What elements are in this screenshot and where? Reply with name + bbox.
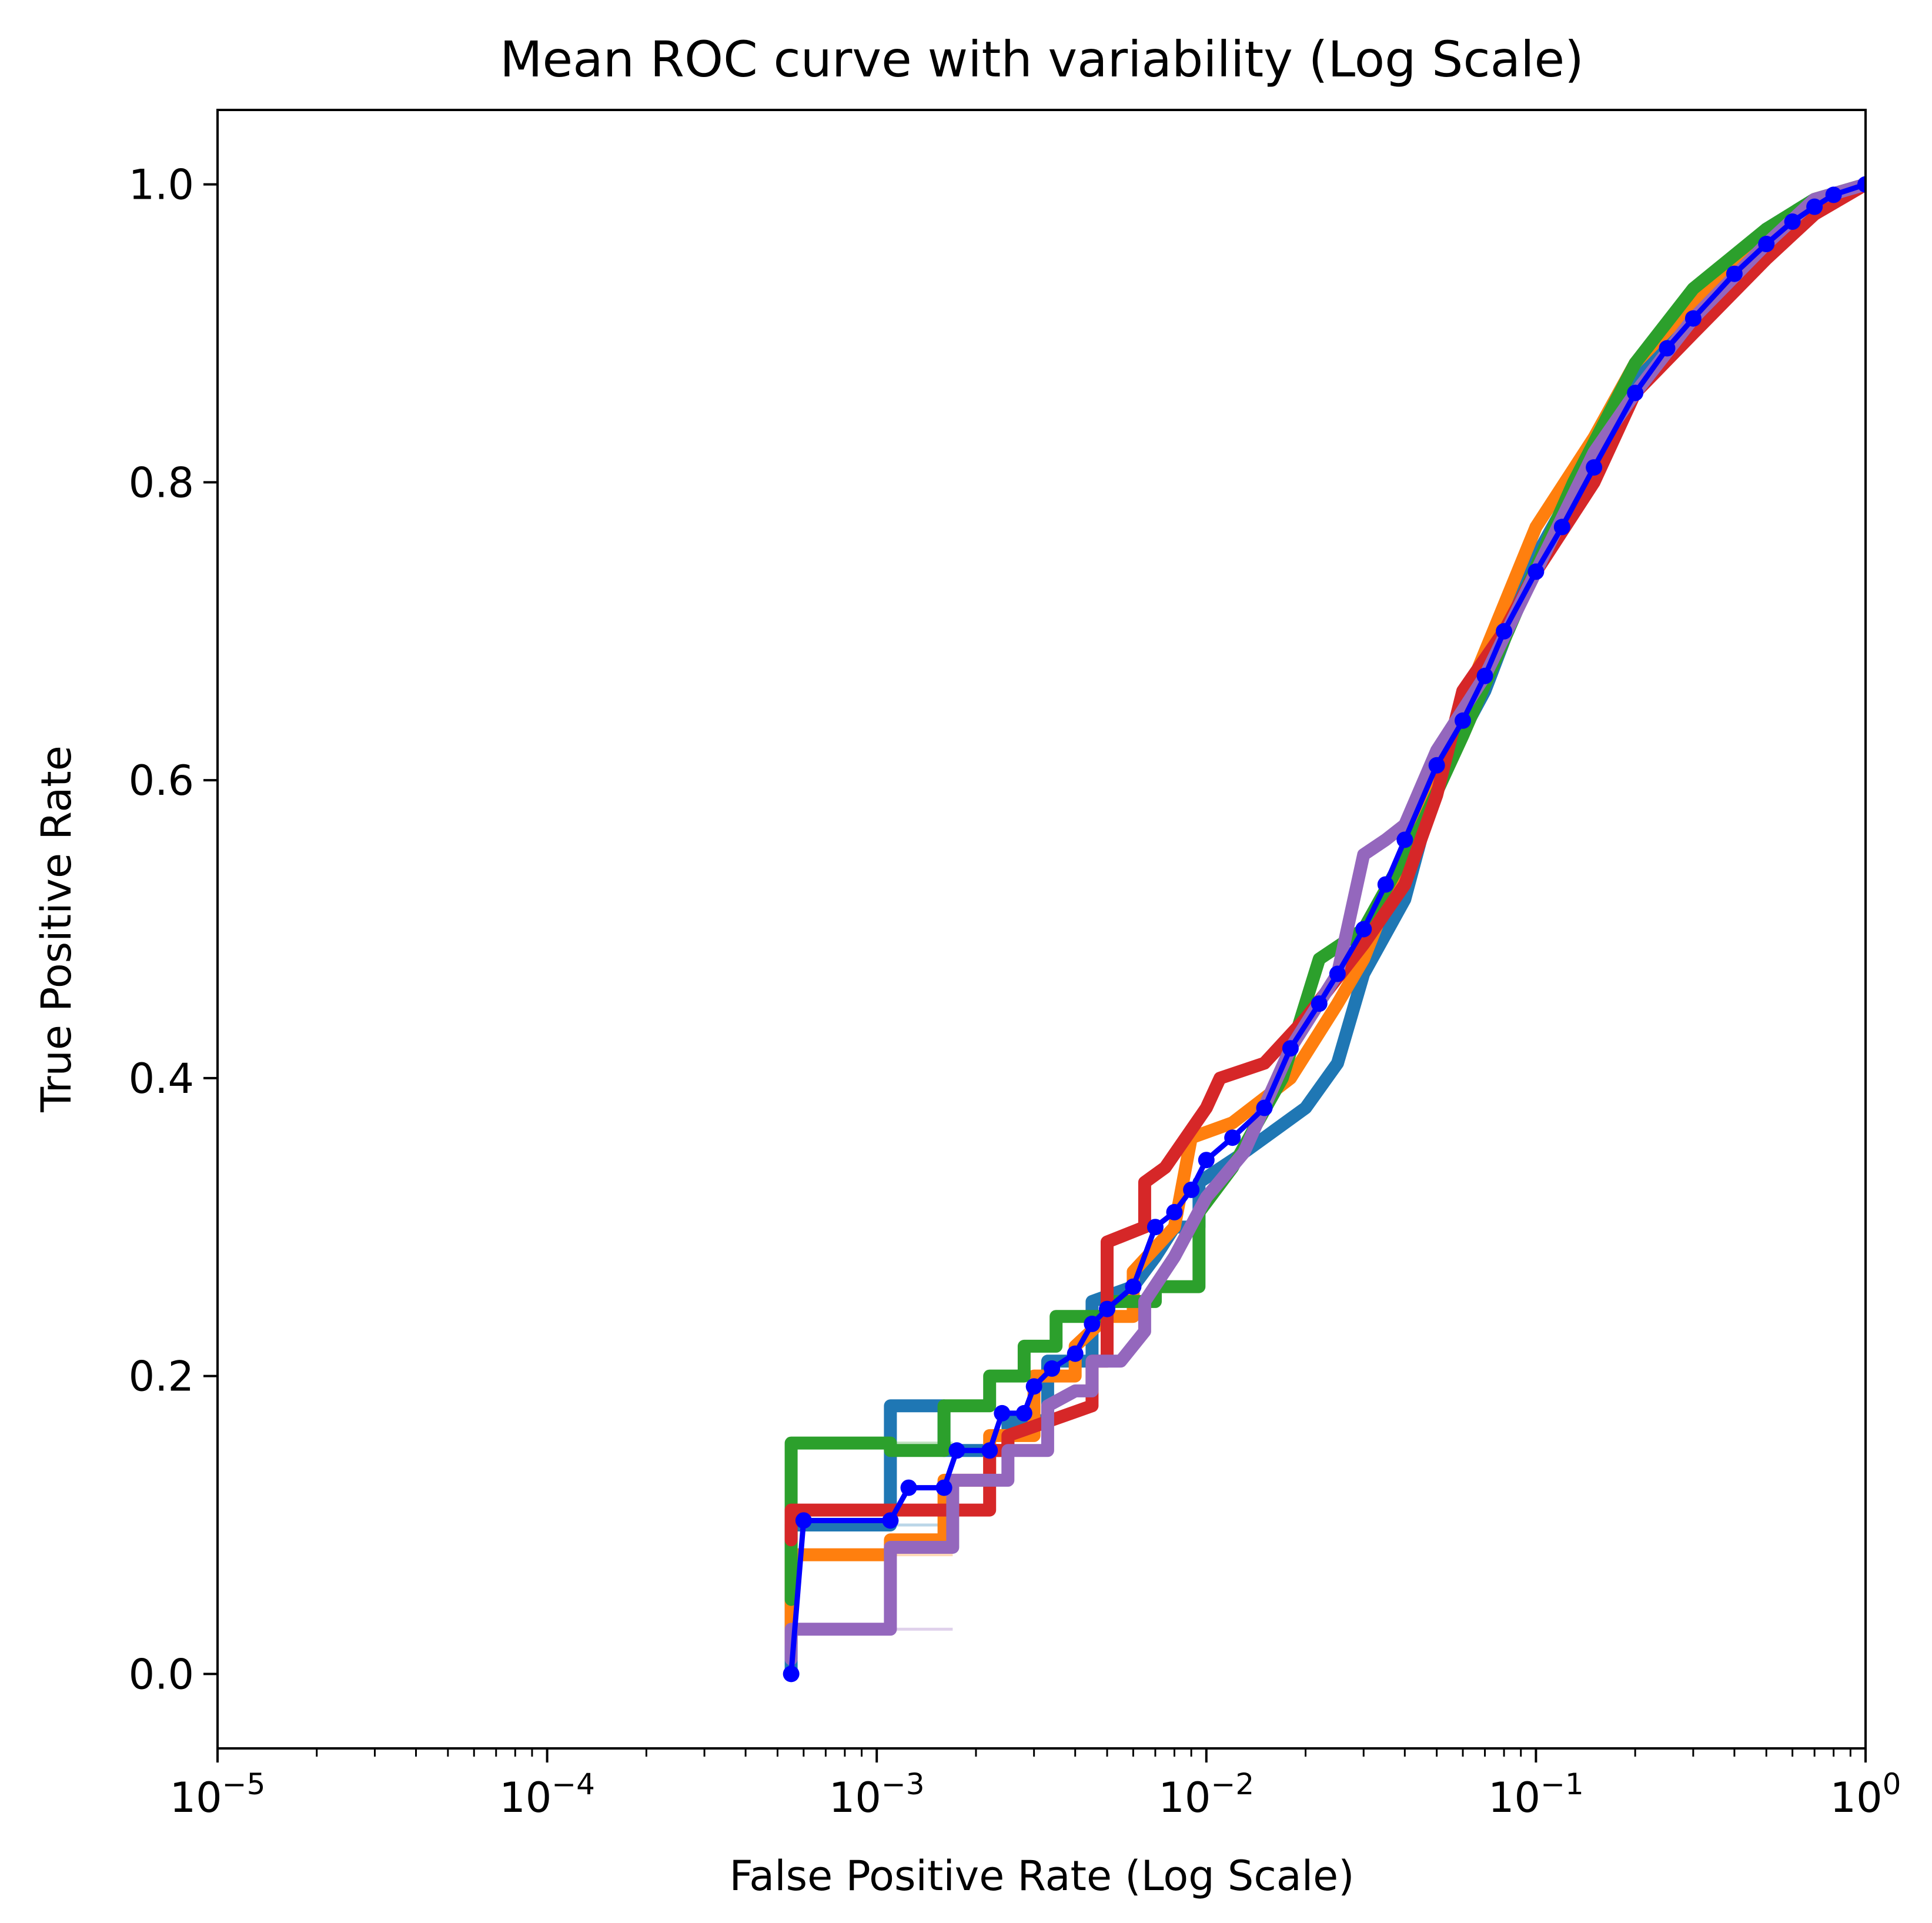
mean-roc-point <box>1099 1300 1116 1317</box>
mean-roc-point <box>1806 198 1823 215</box>
mean-roc-point <box>935 1479 952 1496</box>
x-tick-label: 10−1 <box>1488 1767 1584 1822</box>
y-axis: 0.0 0.2 0.4 0.6 0.8 1.0 <box>129 161 218 1698</box>
mean-roc-point <box>1147 1219 1164 1236</box>
mean-roc-point <box>1684 310 1702 327</box>
mean-roc-point <box>1015 1404 1032 1422</box>
mean-roc-point <box>948 1442 965 1459</box>
x-tick-label: 10−3 <box>829 1767 925 1822</box>
mean-roc-point <box>1857 176 1866 193</box>
plot-area <box>216 109 1867 1750</box>
mean-roc-point <box>1428 757 1445 774</box>
mean-roc-point <box>1282 1040 1299 1057</box>
mean-roc-point <box>1311 995 1328 1012</box>
mean-roc-point <box>1025 1378 1042 1395</box>
mean-roc-point <box>994 1404 1011 1422</box>
y-tick-label: 0.2 <box>129 1353 194 1401</box>
mean-roc-point <box>1084 1315 1101 1332</box>
y-tick-label: 0.8 <box>129 459 194 507</box>
mean-roc-point <box>1586 459 1603 476</box>
x-tick-label: 10−5 <box>170 1767 266 1822</box>
mean-roc-point <box>1396 831 1413 848</box>
mean-roc-point <box>1355 921 1372 938</box>
axes-frame <box>216 109 1867 1750</box>
x-tick-label: 10−4 <box>499 1767 595 1822</box>
mean-roc-point <box>1329 965 1346 982</box>
y-tick-label: 0.4 <box>129 1055 194 1103</box>
mean-roc-point <box>1377 876 1394 893</box>
mean-roc-point <box>1726 265 1743 282</box>
mean-roc-point <box>783 1666 800 1683</box>
mean-roc-point <box>1758 236 1775 253</box>
mean-roc-point <box>981 1442 998 1459</box>
mean-roc-point <box>900 1479 917 1496</box>
mean-roc-point <box>1256 1099 1273 1116</box>
x-axis: 10−5 10−4 10−3 10−2 10−1 100 <box>170 1748 1901 1822</box>
mean-roc-point <box>1496 623 1513 640</box>
mean-roc-point <box>1224 1129 1241 1146</box>
mean-roc-point <box>1784 213 1801 230</box>
y-axis-label: True Positive Rate <box>32 745 81 1113</box>
mean-roc-point <box>882 1512 899 1529</box>
mean-roc-point <box>1198 1152 1215 1169</box>
series-layer <box>783 176 1866 1683</box>
chart-title: Mean ROC curve with variability (Log Sca… <box>500 31 1584 88</box>
y-tick-label: 0.6 <box>129 757 194 805</box>
x-tick-label: 10−2 <box>1158 1767 1254 1822</box>
mean-roc-point <box>1527 563 1545 580</box>
mean-roc-point <box>1455 712 1472 729</box>
mean-roc-point <box>1553 519 1570 536</box>
mean-roc-point <box>1067 1345 1084 1362</box>
mean-roc-point <box>1044 1360 1061 1377</box>
x-tick-label: 100 <box>1830 1767 1901 1822</box>
mean-roc-point <box>1166 1203 1183 1220</box>
series-5 <box>783 176 1866 1683</box>
mean-roc-point <box>1627 384 1644 402</box>
mean-roc-point <box>1825 186 1842 203</box>
mean-roc-point <box>1476 667 1493 684</box>
x-axis-label: False Positive Rate (Log Scale) <box>729 1852 1354 1900</box>
series-4 <box>784 178 1866 1666</box>
mean-roc-point <box>1183 1181 1200 1198</box>
mean-roc-point <box>1125 1278 1142 1295</box>
y-tick-label: 0.0 <box>129 1650 194 1698</box>
mean-roc-point <box>795 1512 812 1529</box>
series-4-line <box>784 178 1866 1666</box>
y-tick-label: 1.0 <box>129 161 194 209</box>
mean-roc-point <box>1659 340 1676 357</box>
